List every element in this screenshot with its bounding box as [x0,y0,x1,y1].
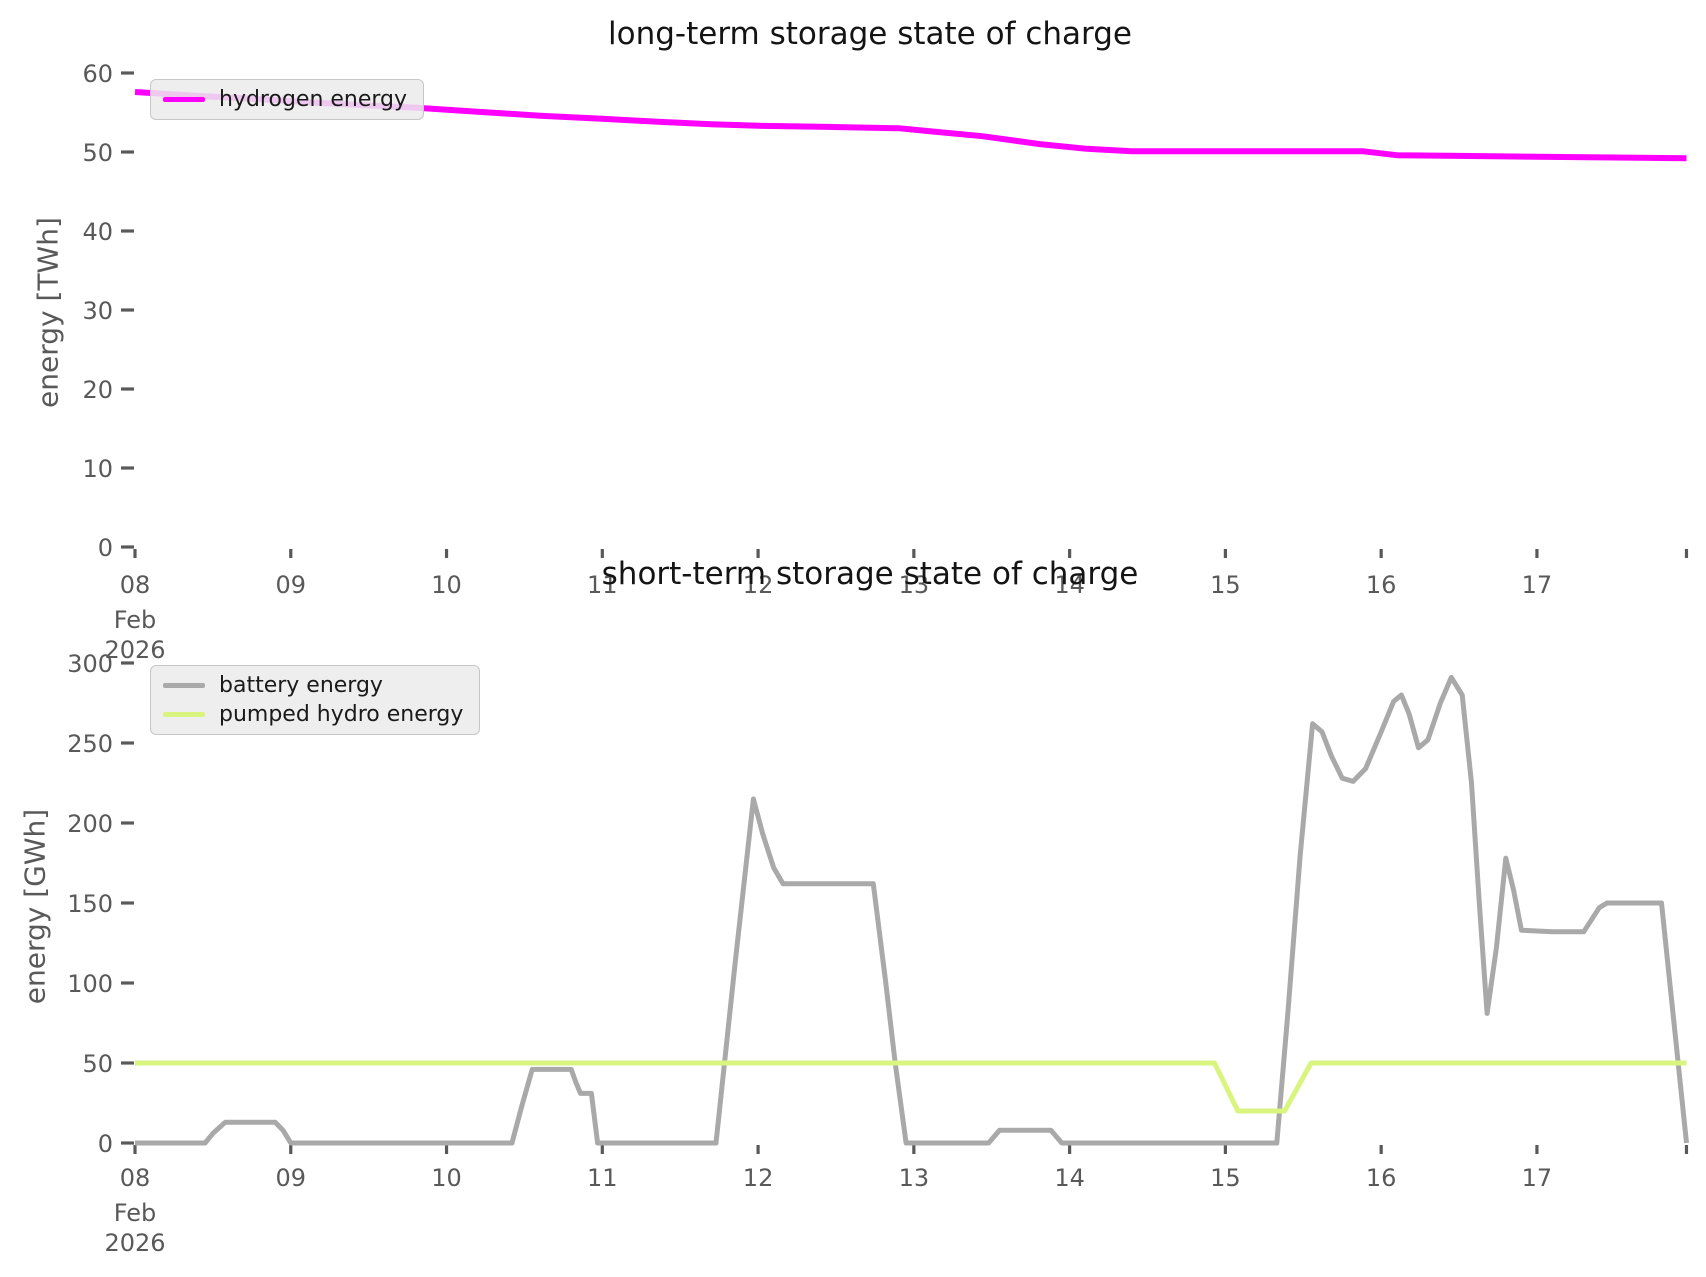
y-axis-label-gwh: energy [GWh] [18,808,52,1005]
x-tick-label: 09 [275,1164,306,1192]
y-tick-label: 40 [82,218,113,246]
x-tick-label: 17 [1522,1164,1553,1192]
y-tick-label: 30 [82,297,113,325]
x-tick-label: 17 [1522,571,1553,599]
x-tick-label: 15 [1210,571,1241,599]
battery-energy-line [135,674,1689,1146]
x-tick-year-label: 2026 [104,1229,165,1257]
legend-label: hydrogen energy [219,87,408,112]
pumped-hydro-energy-line [135,1060,1687,1114]
legend-item: hydrogen energy [163,87,407,112]
chart-title-short-term: short-term storage state of charge [601,556,1139,592]
y-tick-label: 0 [98,1130,113,1158]
y-tick-label: 50 [82,1050,113,1078]
x-tick-label: 11 [587,1164,618,1192]
y-tick-label: 10 [82,455,113,483]
y-tick-label: 200 [67,810,113,838]
x-tick-month-label: Feb [114,1199,157,1227]
y-tick-label: 150 [67,890,113,918]
x-tick-label: 13 [899,1164,930,1192]
y-tick-label: 100 [67,970,113,998]
x-tick-label: 10 [431,1164,462,1192]
legend-label: battery energy [219,673,383,698]
chart-title-long-term: long-term storage state of charge [608,16,1132,52]
y-tick-label: 20 [82,376,113,404]
x-tick-label: 08 [120,571,151,599]
x-tick-label: 15 [1210,1164,1241,1192]
x-tick-label: 08 [120,1164,151,1192]
x-tick-label: 14 [1054,571,1085,599]
legend-label: pumped hydro energy [219,702,464,727]
y-tick-label: 300 [67,650,113,678]
x-tick-label: 09 [275,571,306,599]
y-tick-label: 250 [67,730,113,758]
x-tick-label: 12 [743,1164,774,1192]
legend-line-swatch [163,97,205,102]
x-tick-label: 16 [1366,571,1397,599]
legend-item: battery energy [163,673,463,698]
y-tick-label: 0 [98,534,113,562]
x-tick-label: 12 [743,571,774,599]
legend-line-swatch [163,683,205,688]
legend-short-term: battery energy pumped hydro energy [150,665,481,735]
legend-line-swatch [163,712,205,717]
x-tick-label: 13 [899,571,930,599]
x-tick-label: 14 [1054,1164,1085,1192]
x-tick-label: 11 [587,571,618,599]
y-tick-label: 60 [82,60,113,88]
x-tick-month-label: Feb [114,606,157,634]
legend-item: pumped hydro energy [163,702,463,727]
x-tick-label: 16 [1366,1164,1397,1192]
y-axis-label-twh: energy [TWh] [31,217,65,408]
legend-long-term: hydrogen energy [150,79,425,120]
y-tick-label: 50 [82,139,113,167]
x-tick-label: 10 [431,571,462,599]
x-tick-year-label: 2026 [104,636,165,664]
